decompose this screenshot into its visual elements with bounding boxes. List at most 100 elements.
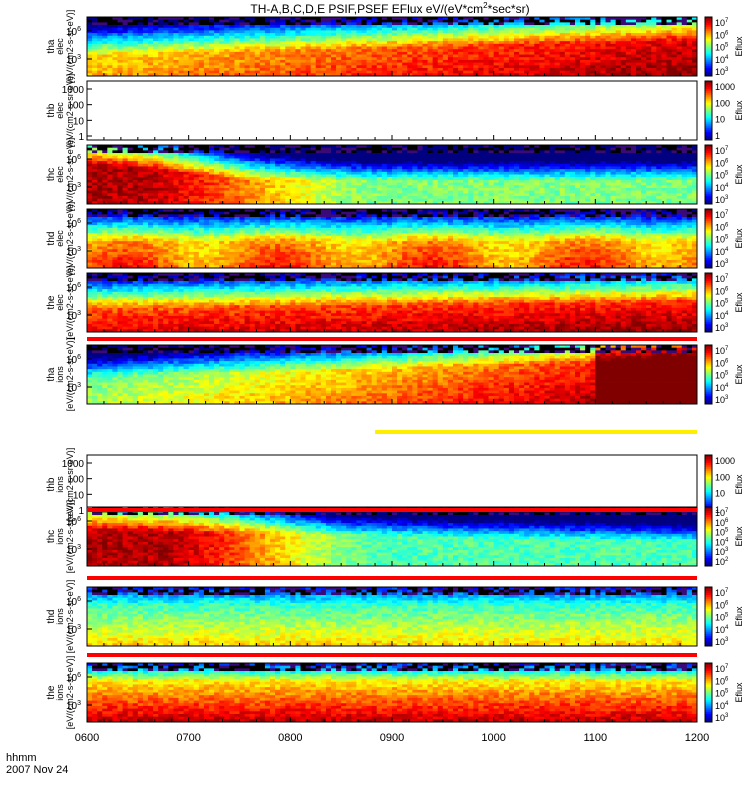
heatmap-cell bbox=[437, 22, 444, 26]
heatmap-cell bbox=[112, 33, 118, 37]
heatmap-cell bbox=[442, 201, 449, 205]
heatmap-cell bbox=[676, 27, 683, 31]
heatmap-cell bbox=[427, 198, 434, 202]
heatmap-cell bbox=[569, 17, 576, 21]
heatmap-cell bbox=[356, 150, 362, 154]
heatmap-cell bbox=[178, 27, 184, 31]
heatmap-cell bbox=[498, 177, 505, 181]
heatmap-cell bbox=[458, 41, 464, 45]
heatmap-cell bbox=[315, 27, 322, 31]
heatmap-cell bbox=[361, 174, 367, 178]
heatmap-cell bbox=[178, 198, 184, 202]
heatmap-cell bbox=[483, 27, 489, 31]
heatmap-cell bbox=[264, 177, 271, 181]
heatmap-cell bbox=[539, 67, 545, 72]
heatmap-cell bbox=[87, 193, 93, 197]
heatmap-cell bbox=[519, 190, 525, 194]
heatmap-cell bbox=[158, 155, 164, 159]
heatmap-cell bbox=[381, 193, 388, 197]
heatmap-cell bbox=[412, 150, 418, 154]
heatmap-cell bbox=[356, 70, 362, 74]
heatmap-cell bbox=[417, 19, 423, 23]
heatmap-cell bbox=[193, 43, 200, 47]
heatmap-cell bbox=[127, 155, 134, 159]
heatmap-cell bbox=[620, 19, 627, 23]
heatmap-cell bbox=[168, 33, 174, 37]
heatmap-cell bbox=[229, 166, 235, 170]
heatmap-cell bbox=[447, 171, 454, 175]
heatmap-cell bbox=[132, 57, 139, 61]
heatmap-cell bbox=[132, 25, 139, 29]
heatmap-cell bbox=[148, 43, 154, 47]
heatmap-cell bbox=[163, 201, 169, 205]
colorbar-segment bbox=[705, 102, 712, 106]
heatmap-cell bbox=[137, 67, 144, 72]
heatmap-cell bbox=[336, 187, 342, 191]
heatmap-cell bbox=[87, 67, 93, 72]
heatmap-cell bbox=[356, 198, 362, 202]
heatmap-cell bbox=[290, 201, 296, 205]
heatmap-cell bbox=[432, 201, 439, 205]
heatmap-cell bbox=[142, 41, 149, 45]
heatmap-cell bbox=[473, 201, 479, 205]
heatmap-cell bbox=[524, 59, 530, 63]
heatmap-cell bbox=[381, 155, 388, 159]
heatmap-cell bbox=[539, 27, 545, 31]
heatmap-cell bbox=[524, 49, 530, 53]
heatmap-cell bbox=[97, 62, 103, 66]
heatmap-cell bbox=[122, 25, 129, 29]
heatmap-cell bbox=[214, 54, 220, 58]
heatmap-cell bbox=[234, 54, 240, 58]
heatmap-cell bbox=[544, 22, 550, 26]
heatmap-cell bbox=[422, 163, 428, 167]
heatmap-cell bbox=[107, 190, 113, 194]
heatmap-cell bbox=[285, 54, 291, 58]
heatmap-cell bbox=[188, 147, 195, 151]
heatmap-cell bbox=[310, 153, 317, 157]
heatmap-cell bbox=[559, 161, 566, 165]
colorbar-frame bbox=[704, 16, 713, 77]
heatmap-cell bbox=[386, 19, 393, 23]
heatmap-cell bbox=[229, 161, 235, 165]
heatmap-cell bbox=[549, 41, 556, 45]
heatmap-cell bbox=[463, 171, 469, 175]
heatmap-cell bbox=[336, 59, 342, 63]
heatmap-cell bbox=[559, 30, 566, 34]
heatmap-cell bbox=[600, 62, 606, 66]
heatmap-cell bbox=[214, 171, 220, 175]
heatmap-cell bbox=[346, 51, 352, 55]
heatmap-cell bbox=[264, 35, 271, 39]
heatmap-cell bbox=[442, 195, 449, 200]
heatmap-cell bbox=[249, 185, 256, 189]
heatmap-cell bbox=[376, 22, 383, 26]
heatmap-cell bbox=[137, 198, 144, 202]
heatmap-cell bbox=[381, 187, 388, 191]
heatmap-cell bbox=[239, 41, 245, 45]
heatmap-cell bbox=[559, 46, 566, 50]
heatmap-cell bbox=[198, 185, 205, 189]
heatmap-cell bbox=[376, 161, 383, 165]
heatmap-cell bbox=[188, 54, 195, 58]
heatmap-cell bbox=[625, 27, 632, 31]
heatmap-cell bbox=[320, 166, 327, 170]
heatmap-cell bbox=[244, 182, 251, 186]
heatmap-cell bbox=[137, 22, 144, 26]
heatmap-cell bbox=[463, 195, 469, 200]
heatmap-cell bbox=[681, 43, 688, 47]
heatmap-cell bbox=[214, 41, 220, 45]
heatmap-cell bbox=[203, 73, 210, 77]
heatmap-cell bbox=[508, 153, 515, 157]
heatmap-cell bbox=[305, 166, 312, 170]
heatmap-cell bbox=[142, 59, 149, 63]
heatmap-cell bbox=[407, 17, 413, 21]
heatmap-cell bbox=[142, 17, 149, 21]
heatmap-cell bbox=[264, 46, 271, 50]
heatmap-cell bbox=[254, 17, 261, 21]
heatmap-cell bbox=[376, 65, 383, 69]
heatmap-cell bbox=[463, 62, 469, 66]
heatmap-cell bbox=[524, 155, 530, 159]
heatmap-cell bbox=[686, 49, 693, 53]
heatmap-cell bbox=[178, 46, 184, 50]
heatmap-cell bbox=[219, 57, 225, 61]
heatmap-cell bbox=[295, 179, 301, 183]
